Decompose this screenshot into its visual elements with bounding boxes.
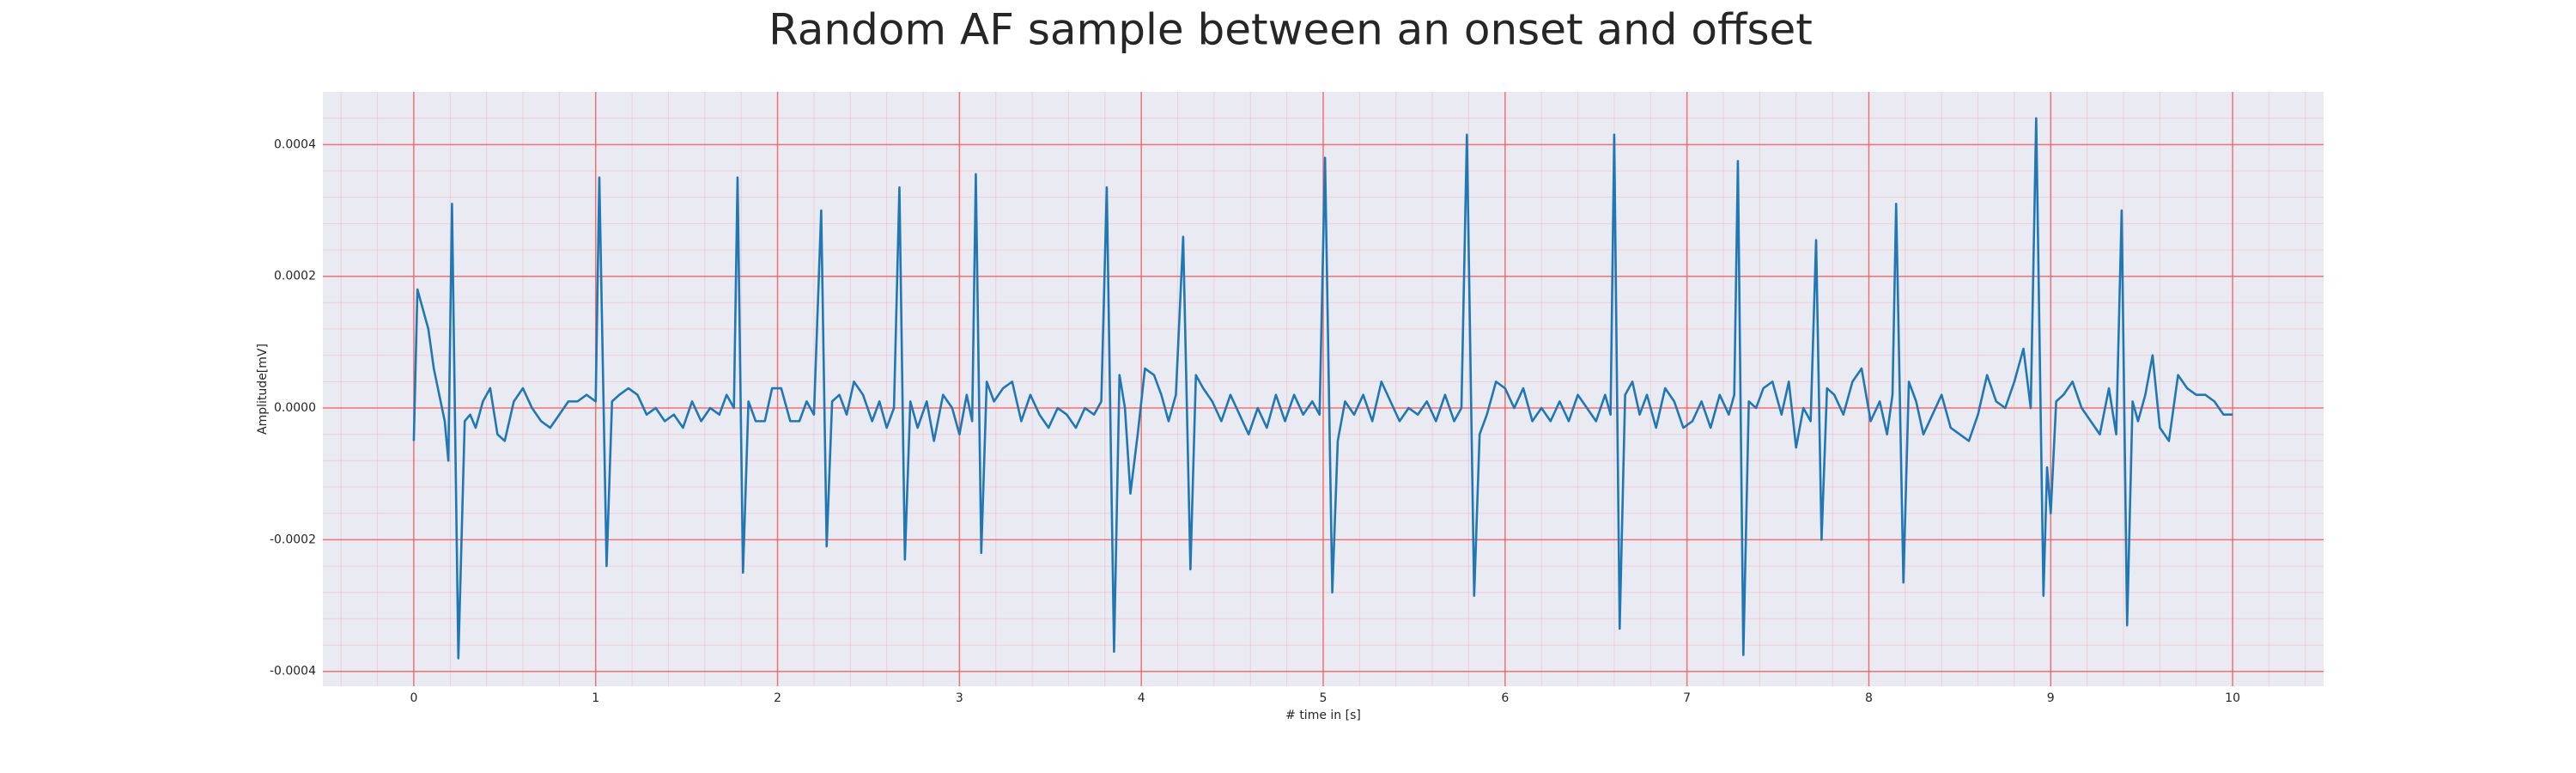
x-tick-label: 6 (1501, 691, 1509, 705)
y-tick-label: -0.0002 (270, 533, 316, 546)
chart-title: Random AF sample between an onset and of… (769, 5, 1813, 55)
x-tick-label: 10 (2225, 691, 2240, 705)
y-axis-label: Amplitude[mV] (256, 344, 270, 435)
x-tick-label: 2 (774, 691, 781, 705)
x-tick-label: 7 (1683, 691, 1691, 705)
y-tick-label: -0.0004 (270, 665, 316, 679)
x-tick-label: 0 (410, 691, 417, 705)
x-tick-label: 1 (592, 691, 599, 705)
x-tick-label: 3 (956, 691, 963, 705)
x-tick-label: 4 (1138, 691, 1145, 705)
signal-line (412, 117, 2233, 660)
y-tick-label: 0.0000 (274, 401, 316, 415)
y-tick-label: 0.0004 (274, 137, 316, 151)
x-tick-label: 8 (1865, 691, 1873, 705)
x-axis-label: # time in [s] (1285, 709, 1361, 722)
x-tick-label: 9 (2047, 691, 2055, 705)
x-tick-label: 5 (1320, 691, 1327, 705)
y-tick-label: 0.0002 (274, 270, 316, 283)
